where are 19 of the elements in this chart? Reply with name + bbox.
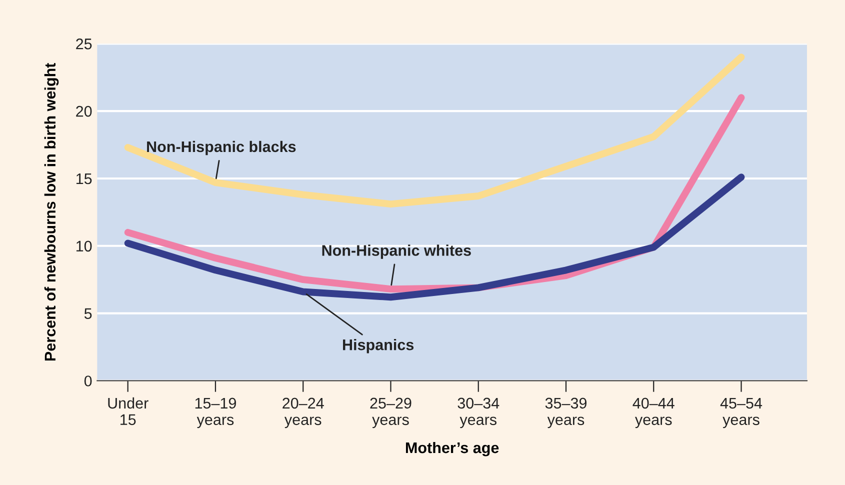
text: Hispanics [343,339,414,354]
x-tick-label: 35–39 years [545,398,587,428]
y-tick-label: 15 [76,174,92,184]
series-label: Non-Hispanic whites [322,244,471,259]
x-tick-label: 25–29 years [370,398,412,428]
y-tick-label: 10 [76,240,92,252]
x-axis-title: Mother’s age [406,442,499,456]
y-tick-label: 20 [76,106,92,117]
x-tick-label: Under 15 [108,397,148,426]
y-axis-title: Percent of newbourns low in birth weight [44,62,59,361]
x-tick-label: 40–44 years [632,398,674,428]
y-tick-label: 5 [84,308,92,319]
x-tick-label: 20–24 years [282,398,324,428]
x-tick-label: 45–54 years [720,398,762,428]
series-label: Non-Hispanic blacks [147,140,296,156]
x-tick-label: 15–19 years [195,398,236,428]
y-tick-label: 25 [76,38,92,50]
y-tick-label: 0 [84,376,92,386]
x-tick-label: 30–34 years [458,398,500,428]
